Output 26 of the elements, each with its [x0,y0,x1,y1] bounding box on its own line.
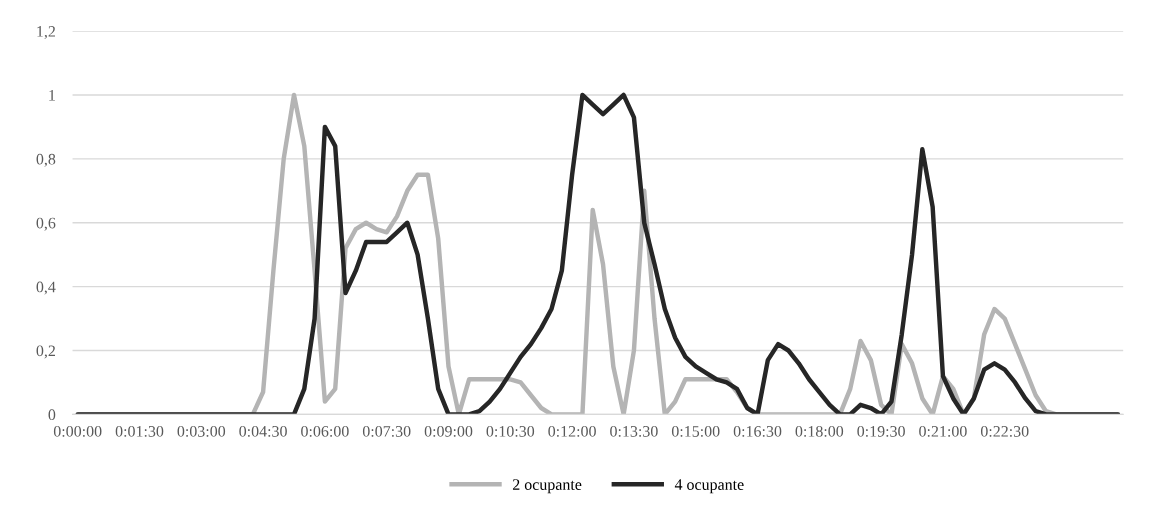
legend-label: 2 ocupante [512,479,582,494]
x-tick-label: 0:12:00 [548,425,596,437]
line-series [75,92,1121,415]
x-tick-label: 0:15:00 [671,425,720,437]
x-tick-label: 0:04:30 [239,425,287,437]
y-tick-label: 0 [48,409,56,421]
y-tick-label: 0,8 [36,153,56,167]
x-tick-label: 0:22:30 [980,425,1029,437]
x-tick-label: 0:01:30 [115,425,164,437]
x-tick-label: 0:13:30 [610,425,658,437]
x-tick-label: 0:03:00 [177,425,226,437]
x-tick-label: 0:09:00 [424,425,473,437]
y-tick-label: 1,2 [37,26,55,40]
x-tick-label: 0:21:00 [919,425,967,437]
y-tick-label: 1 [49,89,55,101]
y-tick-label: 0,2 [36,345,55,359]
x-tick-label: 0:06:00 [301,425,349,437]
x-tick-label: 0:19:30 [857,425,905,437]
legend-label: 4 ocupante [674,479,744,494]
x-tick-label: 0:10:30 [486,425,535,437]
x-tick-label: 0:16:30 [733,425,782,437]
x-tick-label: 0:18:00 [795,425,844,437]
x-tick-label: 0:00:00 [53,425,102,437]
x-tick-label: 0:07:30 [362,425,411,437]
y-tick-label: 0,6 [36,217,56,231]
y-tick-label: 0,4 [36,281,56,295]
